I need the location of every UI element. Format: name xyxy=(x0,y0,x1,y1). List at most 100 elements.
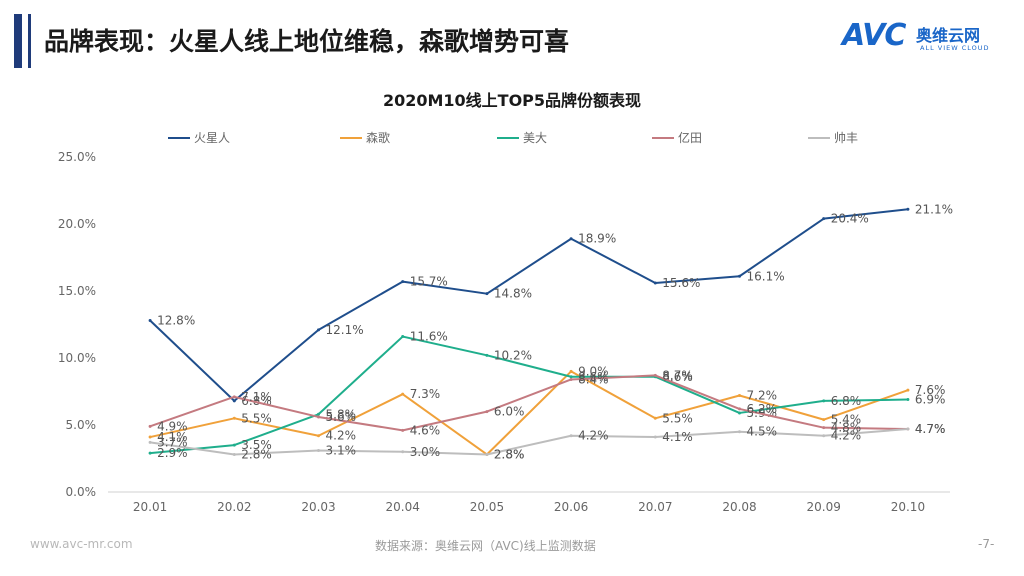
data-point xyxy=(653,435,657,439)
legend-entry: 森歌 xyxy=(366,130,390,145)
y-tick-label: 10.0% xyxy=(58,351,96,365)
x-tick-label: 20.10 xyxy=(891,500,925,514)
data-point xyxy=(653,281,657,285)
logo-chinese-name: 奥维云网 xyxy=(916,26,981,45)
data-label: 5.5% xyxy=(662,411,693,425)
y-tick-label: 25.0% xyxy=(58,150,96,164)
data-point xyxy=(738,430,741,434)
data-point xyxy=(738,394,741,398)
data-point xyxy=(822,399,826,403)
data-point xyxy=(317,412,320,416)
data-point xyxy=(653,373,657,377)
chart-title: 2020M10线上TOP5品牌份额表现 xyxy=(383,91,641,110)
data-label: 4.2% xyxy=(326,429,357,443)
data-label: 2.8% xyxy=(241,447,271,461)
data-label: 4.7% xyxy=(915,422,946,436)
data-label: 5.6% xyxy=(326,410,357,424)
data-label: 4.9% xyxy=(157,419,188,433)
data-label: 18.9% xyxy=(578,232,616,246)
data-label: 4.8% xyxy=(831,421,862,435)
data-label: 7.3% xyxy=(410,387,441,401)
data-label: 4.5% xyxy=(747,425,778,439)
data-label: 21.1% xyxy=(915,202,953,216)
page-number: -7- xyxy=(978,537,995,551)
data-label: 9.0% xyxy=(578,364,609,378)
data-label: 20.4% xyxy=(831,212,869,226)
data-label: 15.6% xyxy=(662,276,700,290)
data-point xyxy=(738,407,741,411)
data-point xyxy=(317,328,320,332)
data-label: 2.9% xyxy=(157,446,188,460)
series-line xyxy=(150,335,908,455)
data-label: 10.2% xyxy=(494,348,532,362)
x-tick-label: 20.05 xyxy=(470,500,504,514)
data-point xyxy=(485,410,489,414)
data-point xyxy=(822,434,826,438)
data-point xyxy=(822,217,826,221)
data-point xyxy=(653,416,657,420)
title-accent-bar-thin xyxy=(28,14,31,68)
y-tick-label: 15.0% xyxy=(58,284,96,298)
data-point xyxy=(569,237,573,241)
data-label: 4.1% xyxy=(662,430,693,444)
data-label: 3.5% xyxy=(241,438,271,452)
data-point xyxy=(738,274,741,278)
data-point xyxy=(401,335,405,339)
data-point xyxy=(485,353,489,357)
data-point xyxy=(148,440,152,444)
data-label: 7.2% xyxy=(747,389,778,403)
data-label: 4.7% xyxy=(915,422,946,436)
x-tick-label: 20.01 xyxy=(133,500,167,514)
data-point xyxy=(232,443,236,447)
data-label: 3.1% xyxy=(326,443,357,457)
data-label: 11.6% xyxy=(410,330,448,344)
data-point xyxy=(317,448,320,452)
data-label: 14.8% xyxy=(494,287,532,301)
logo-english-name: ALL VIEW CLOUD xyxy=(920,44,990,52)
data-point xyxy=(232,399,236,403)
series-line xyxy=(149,208,909,402)
data-label: 12.1% xyxy=(326,323,364,337)
legend-entry: 火星人 xyxy=(194,131,230,145)
data-label: 16.1% xyxy=(747,269,785,283)
footer-data-source: 数据来源：奥维云网（AVC)线上监测数据 xyxy=(375,539,596,553)
data-point xyxy=(569,434,573,438)
data-point xyxy=(148,435,152,439)
data-label: 6.8% xyxy=(831,394,862,408)
data-point xyxy=(822,418,826,422)
data-label: 4.1% xyxy=(157,430,188,444)
data-label: 4.6% xyxy=(410,423,441,437)
data-point xyxy=(232,452,236,456)
data-label: 3.0% xyxy=(410,445,441,459)
data-point xyxy=(401,280,405,284)
data-point xyxy=(148,318,152,322)
data-point xyxy=(906,398,910,402)
data-label: 12.8% xyxy=(157,313,195,327)
data-point xyxy=(232,416,236,420)
data-label: 6.0% xyxy=(494,405,525,419)
data-point xyxy=(401,450,405,454)
x-tick-label: 20.09 xyxy=(807,500,841,514)
data-point xyxy=(148,424,152,428)
data-point xyxy=(569,375,573,379)
data-point xyxy=(738,411,741,415)
y-tick-label: 20.0% xyxy=(58,217,96,231)
data-point xyxy=(401,428,405,432)
legend-entry: 美大 xyxy=(523,131,547,145)
data-label: 3.7% xyxy=(157,435,188,449)
data-label: 8.6% xyxy=(578,370,609,384)
data-point xyxy=(317,415,320,419)
data-point xyxy=(148,451,152,455)
data-label: 8.4% xyxy=(578,372,609,386)
data-label: 4.2% xyxy=(831,429,862,443)
legend-entry: 帅丰 xyxy=(834,131,858,145)
data-label: 5.4% xyxy=(831,413,862,427)
brand-logo: AVC 奥维云网 ALL VIEW CLOUD xyxy=(842,18,1012,60)
data-label: 15.7% xyxy=(410,275,448,289)
data-label: 5.8% xyxy=(326,407,357,421)
legend-entry: 亿田 xyxy=(678,130,702,145)
data-point xyxy=(906,388,910,392)
data-point xyxy=(401,392,405,396)
page-title: 品牌表现：火星人线上地位维稳，森歌增势可喜 xyxy=(44,27,570,56)
data-point xyxy=(822,426,826,430)
